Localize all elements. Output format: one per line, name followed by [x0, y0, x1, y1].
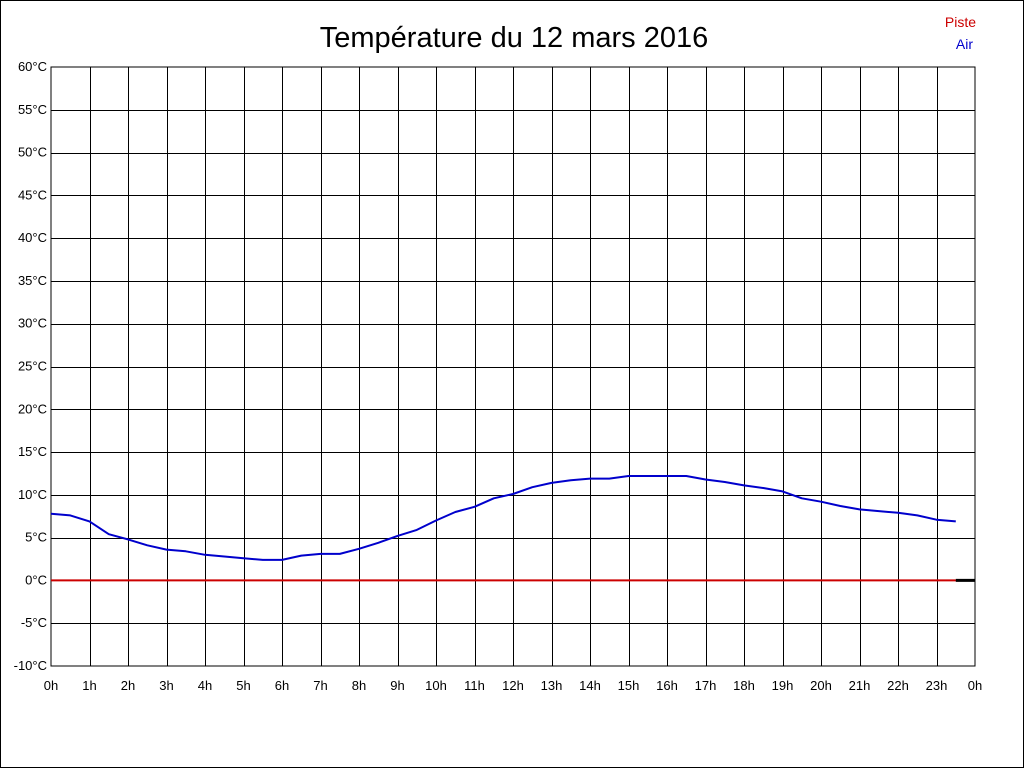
x-tick-label: 17h [695, 678, 717, 693]
x-tick-label: 20h [810, 678, 832, 693]
axis-tick-labels: 0h 1h 2h 3h 4h 5h 6h 7h 8h 9h 10h 11h 12h 13h 14h 15h 16… [14, 59, 983, 693]
x-tick-label: 23h [926, 678, 948, 693]
x-tick-label: 14h [579, 678, 601, 693]
y-tick-label: 15°C [18, 444, 47, 459]
x-tick-label: 9h [390, 678, 404, 693]
x-tick-label: 2h [121, 678, 135, 693]
y-tick-label: 50°C [18, 145, 47, 160]
x-tick-label: 4h [198, 678, 212, 693]
y-tick-label: 5°C [25, 530, 47, 545]
y-tick-label: 40°C [18, 230, 47, 245]
y-tick-label: 35°C [18, 273, 47, 288]
x-tick-label: 8h [352, 678, 366, 693]
y-tick-label: 10°C [18, 487, 47, 502]
series-line-air [50, 475, 956, 561]
y-tick-label: -5°C [21, 615, 47, 630]
y-tick-label: 55°C [18, 102, 47, 117]
legend-entry-piste: Piste [945, 14, 976, 30]
x-tick-label: 11h [464, 678, 485, 693]
x-tick-label: 3h [159, 678, 173, 693]
x-tick-label: 5h [236, 678, 250, 693]
x-tick-label: 22h [887, 678, 909, 693]
x-tick-label: 21h [849, 678, 871, 693]
x-tick-label: 0h [968, 678, 982, 693]
x-tick-label: 19h [772, 678, 794, 693]
x-tick-label: 10h [425, 678, 447, 693]
x-tick-label: 1h [82, 678, 96, 693]
x-tick-label: 12h [502, 678, 524, 693]
y-tick-label: 45°C [18, 187, 47, 202]
x-tick-label: 6h [275, 678, 289, 693]
x-tick-label: 16h [656, 678, 678, 693]
x-tick-label: 15h [618, 678, 640, 693]
x-tick-label: 0h [44, 678, 58, 693]
y-tick-label: -10°C [14, 658, 47, 673]
series-lines [50, 475, 975, 582]
chart-title: Température du 12 mars 2016 [320, 22, 709, 54]
x-tick-label: 18h [733, 678, 755, 693]
x-tick-label: 7h [313, 678, 327, 693]
legend-entry-air: Air [956, 36, 973, 52]
x-tick-label: 13h [541, 678, 563, 693]
y-tick-label: 25°C [18, 359, 47, 374]
y-tick-label: 30°C [18, 316, 47, 331]
y-tick-label: 60°C [18, 59, 47, 74]
y-tick-label: 0°C [25, 572, 47, 587]
y-tick-label: 20°C [18, 401, 47, 416]
grid-lines [51, 67, 975, 666]
